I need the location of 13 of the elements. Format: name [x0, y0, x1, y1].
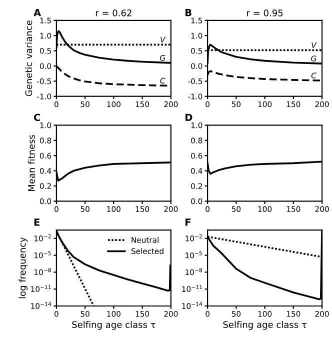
text: D: [186, 114, 192, 121]
text: E: [34, 218, 40, 226]
x-axis-title: Selfing age class τ: [223, 321, 306, 330]
text: C: [34, 114, 40, 122]
y-axis-title: log frequency: [18, 237, 28, 298]
text: A: [34, 9, 42, 16]
chart-title: r = 0.95: [247, 10, 283, 16]
x-axis-title: Selfing age class τ: [72, 321, 156, 330]
y-axis-title: Mean fitness: [28, 134, 35, 191]
text: F: [186, 218, 190, 226]
chart-title: r = 0.62: [96, 10, 132, 16]
text: B: [186, 9, 192, 16]
y-axis-title: Genetic variance: [25, 20, 32, 96]
